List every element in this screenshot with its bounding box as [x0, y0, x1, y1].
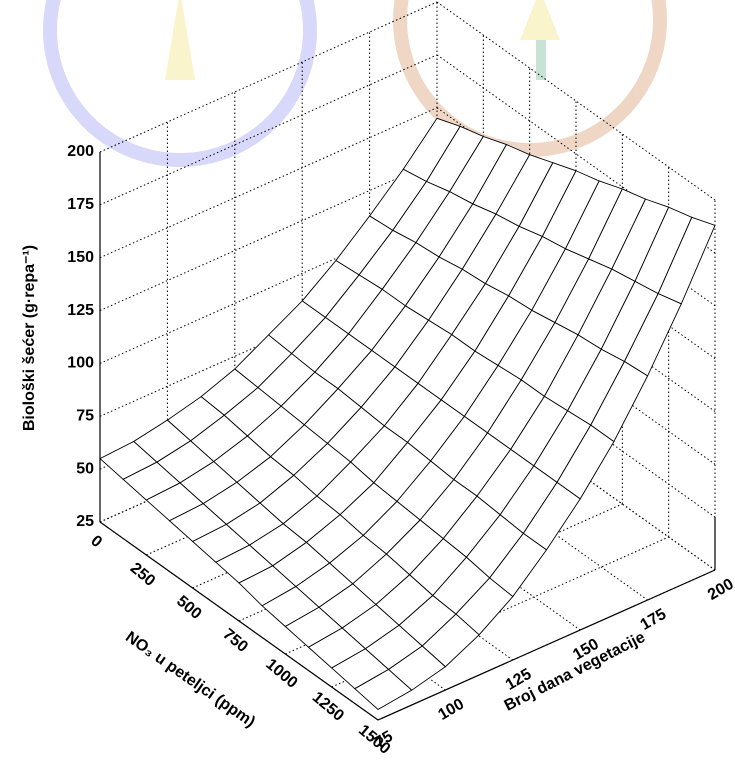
y-tick-label: 175	[638, 606, 670, 634]
grid-line	[99, 1, 438, 153]
grid-line	[99, 107, 438, 259]
z-tick-label: 50	[76, 460, 94, 477]
x-tick-label: 250	[127, 560, 158, 590]
z-tick-label: 175	[67, 196, 94, 213]
grid-line	[99, 212, 438, 364]
z-tick-label: 200	[67, 143, 94, 160]
grid-line	[436, 1, 716, 201]
x-tick-label: 500	[173, 593, 204, 623]
x-tick-label: 750	[219, 626, 250, 656]
background-logo	[43, 0, 667, 167]
surface	[99, 117, 716, 710]
z-tick-label: 75	[76, 408, 94, 425]
z-tick-label: 125	[67, 302, 94, 319]
axis-line	[377, 569, 716, 721]
x-tick-label: 0	[87, 532, 105, 551]
surface-cell	[354, 668, 413, 710]
y-tick-label: 75	[372, 728, 396, 752]
grid-line	[99, 160, 438, 312]
y-tick-label: 100	[435, 696, 467, 724]
grid-line	[99, 54, 438, 206]
z-tick-label: 100	[67, 355, 94, 372]
z-tick-label: 150	[67, 249, 94, 266]
z-tick-label: 25	[76, 513, 94, 530]
y-tick-label: 200	[705, 576, 735, 604]
z-axis-title: Biološki šećer (g·repa⁻¹)	[21, 245, 38, 431]
axis-line	[99, 521, 379, 721]
